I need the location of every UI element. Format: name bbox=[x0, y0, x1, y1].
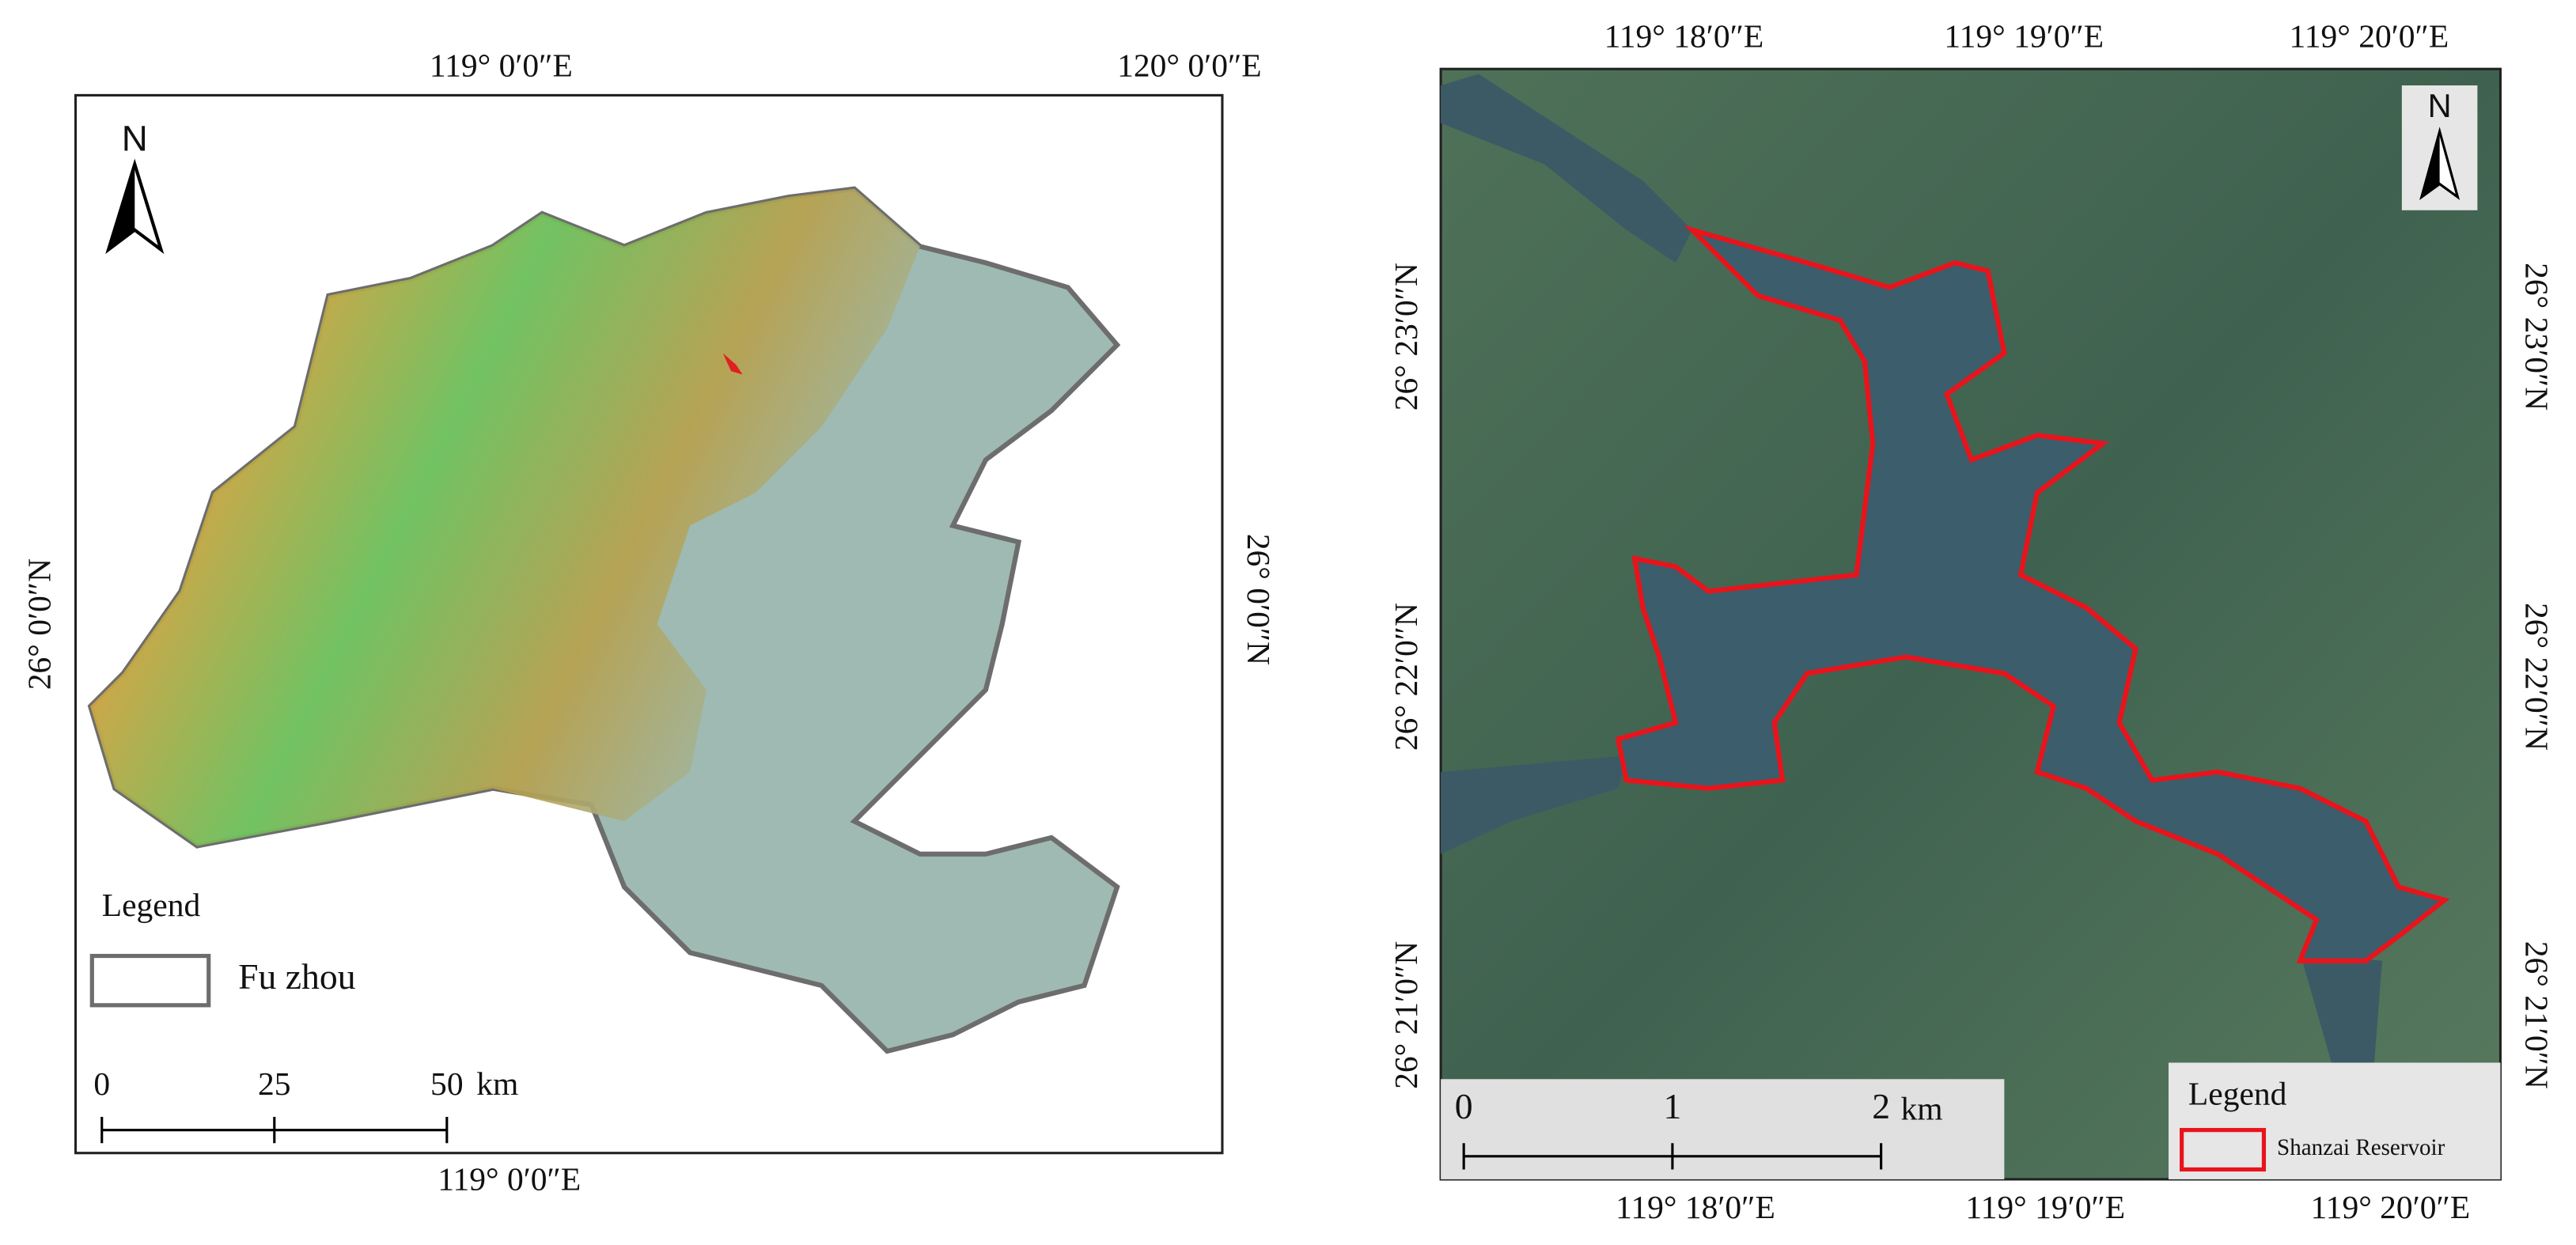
right-label: 26° 22′0″N bbox=[2518, 603, 2555, 751]
left-label: 26° 22′0″N bbox=[1388, 603, 1424, 751]
right-label: 26° 23′0″N bbox=[2518, 263, 2555, 411]
legend-swatch bbox=[2180, 1128, 2267, 1172]
right-map: N 0 1 2 km Legend Shanzai Reservoir 119°… bbox=[1388, 17, 2555, 1225]
scale-bar bbox=[100, 1117, 449, 1144]
top-label: 119° 20′0″E bbox=[2289, 17, 2449, 54]
scale-tick-label: 2 bbox=[1872, 1086, 1890, 1126]
left-label: 26° 21′0″N bbox=[1388, 941, 1424, 1089]
scale-tick-label: 25 bbox=[258, 1065, 291, 1102]
top-label: 119° 18′0″E bbox=[1604, 17, 1764, 54]
reservoir-marker bbox=[722, 353, 743, 375]
river bbox=[1441, 74, 1692, 263]
scale-bar bbox=[1462, 1143, 1883, 1170]
bottom-label: 119° 19′0″E bbox=[1965, 1189, 2125, 1225]
scale-unit: km bbox=[476, 1065, 518, 1102]
legend-title: Legend bbox=[102, 887, 201, 923]
legend-title: Legend bbox=[2188, 1076, 2287, 1112]
scale-tick-label: 50 bbox=[430, 1065, 464, 1102]
left-label: 26° 0′0″N bbox=[21, 558, 58, 690]
right-label: 26° 0′0″N bbox=[1241, 534, 1277, 665]
north-label: N bbox=[122, 119, 148, 159]
bottom-label: 119° 20′0″E bbox=[2310, 1189, 2470, 1225]
terrain bbox=[90, 188, 920, 846]
north-label: N bbox=[2428, 87, 2452, 124]
left-label: 26° 23′0″N bbox=[1388, 263, 1424, 411]
legend-box bbox=[2169, 1062, 2501, 1179]
shanzai-reservoir bbox=[1615, 225, 2450, 963]
legend-item: Fu zhou bbox=[238, 956, 356, 997]
river bbox=[2300, 952, 2382, 1068]
scale-tick-label: 0 bbox=[93, 1065, 110, 1102]
right-label: 26° 21′0″N bbox=[2518, 941, 2555, 1089]
top-label: 119° 0′0″E bbox=[430, 47, 573, 84]
top-label: 119° 19′0″E bbox=[1944, 17, 2104, 54]
top-label: 120° 0′0″E bbox=[1117, 47, 1262, 84]
legend-item: Shanzai Reservoir bbox=[2277, 1135, 2445, 1160]
bottom-label: 119° 18′0″E bbox=[1616, 1189, 1775, 1225]
scale-tick-label: 0 bbox=[1455, 1086, 1473, 1126]
scale-unit: km bbox=[1901, 1090, 1943, 1126]
bottom-label: 119° 0′0″E bbox=[438, 1161, 581, 1198]
scale-tick-label: 1 bbox=[1663, 1086, 1681, 1126]
left-map: N 119° 0′0″E 120° 0′0″E 119° 0′0″E 26° 0… bbox=[21, 47, 1277, 1198]
river bbox=[1441, 755, 1627, 854]
legend-swatch bbox=[89, 953, 211, 1008]
scale-box bbox=[1441, 1079, 2005, 1179]
